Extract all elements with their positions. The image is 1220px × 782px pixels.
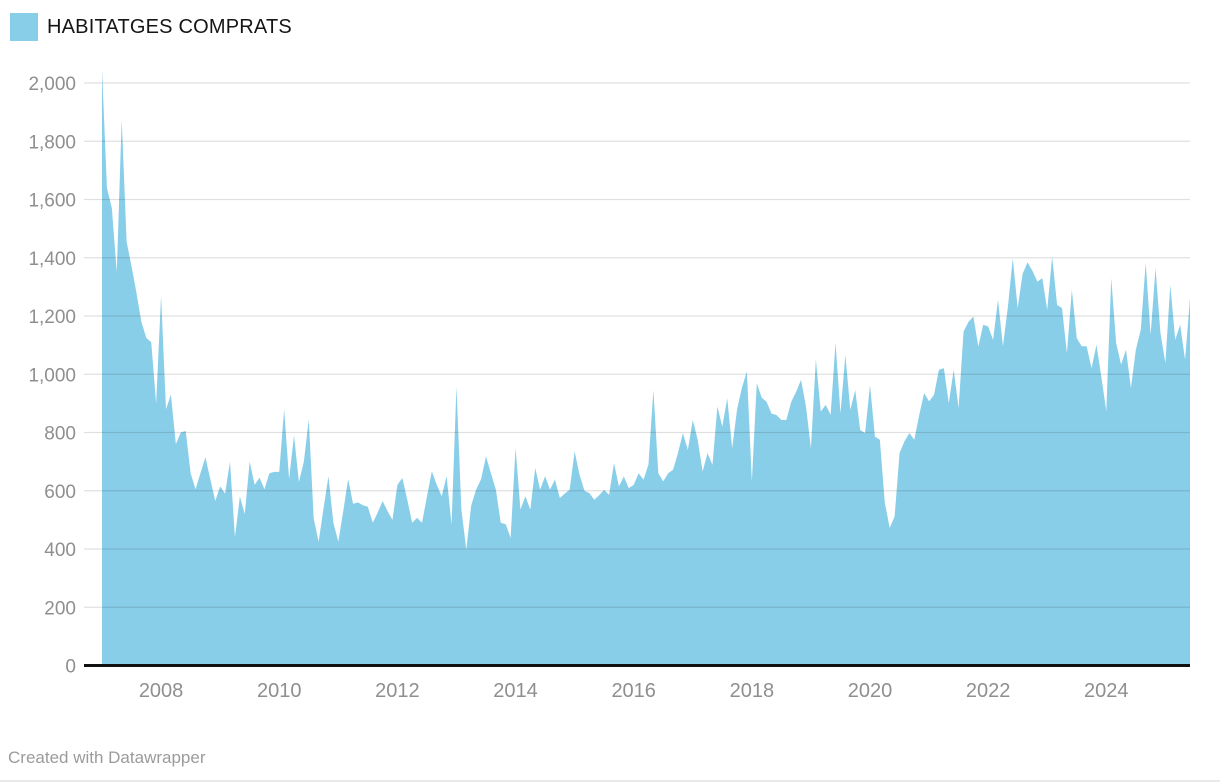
x-tick-label: 2020 bbox=[848, 680, 893, 702]
x-tick-label: 2012 bbox=[375, 680, 420, 702]
y-tick-label: 400 bbox=[44, 540, 76, 561]
x-tick-label: 2024 bbox=[1084, 680, 1129, 702]
y-tick-label: 1,800 bbox=[28, 132, 76, 153]
legend-swatch-icon bbox=[10, 13, 38, 41]
area-series bbox=[102, 68, 1190, 666]
chart-canvas: 0 200 400 600 800 1,000 1,200 1,400 1,600 1,800 2,… bbox=[28, 68, 1190, 702]
y-tick-label: 200 bbox=[44, 598, 76, 619]
y-tick-label: 1,000 bbox=[28, 365, 76, 386]
area-chart: 0 200 400 600 800 1,000 1,200 1,400 1,600 1,800 2,… bbox=[28, 68, 1190, 702]
y-tick-label: 600 bbox=[44, 482, 76, 503]
y-tick-label: 800 bbox=[44, 424, 76, 445]
x-tick-label: 2022 bbox=[966, 680, 1011, 702]
y-tick-label: 2,000 bbox=[28, 74, 76, 95]
x-tick-label: 2016 bbox=[611, 680, 656, 702]
y-tick-label: 1,600 bbox=[28, 191, 76, 212]
legend-label: HABITATGES COMPRATS bbox=[47, 15, 292, 38]
y-tick-label: 1,400 bbox=[28, 249, 76, 270]
y-tick-label: 1,200 bbox=[28, 307, 76, 328]
bottom-divider bbox=[0, 780, 1220, 782]
y-tick-label: 0 bbox=[65, 657, 76, 678]
x-tick-label: 2010 bbox=[257, 680, 302, 702]
x-tick-label: 2014 bbox=[493, 680, 538, 702]
legend: HABITATGES COMPRATS bbox=[10, 13, 292, 41]
x-tick-label: 2008 bbox=[139, 680, 184, 702]
datawrapper-credit: Created with Datawrapper bbox=[8, 748, 206, 767]
x-tick-label: 2018 bbox=[730, 680, 775, 702]
